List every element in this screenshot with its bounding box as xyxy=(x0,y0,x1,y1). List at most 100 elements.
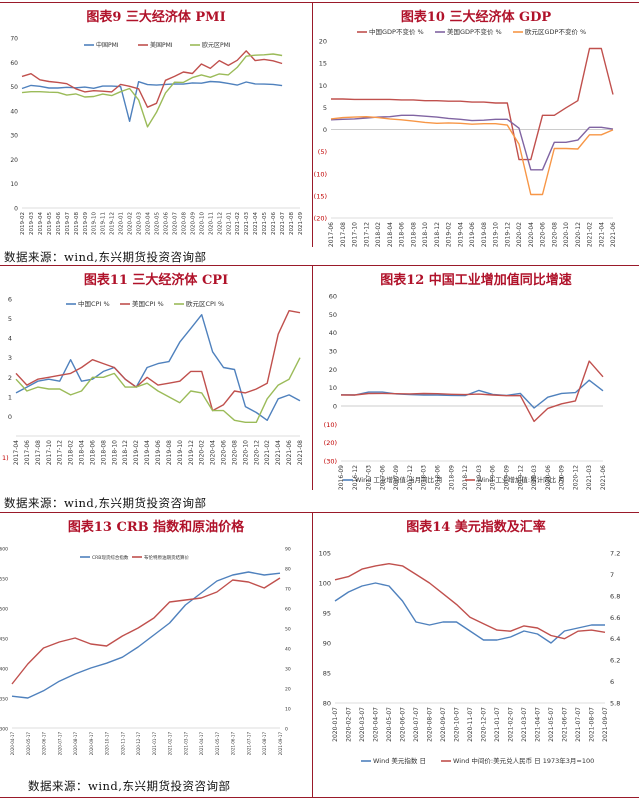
y2-tick-label: 6 xyxy=(610,678,614,686)
x-tick-label: 2020-11 xyxy=(208,212,214,235)
y-tick-label: 0 xyxy=(333,403,337,411)
y-tick-label: 10 xyxy=(319,82,327,90)
x-tick-label: 2020-12-07 xyxy=(481,707,488,742)
x-tick-label: 2021-02 xyxy=(264,440,271,465)
chart-panel-c10: 图表10 三大经济体 GDP 20 15 10 5 0 (5) (10) (15) (20) 20… xyxy=(313,3,639,248)
x-tick-label: 2018-04 xyxy=(387,222,394,247)
x-tick-label: 2021-03-17 xyxy=(183,732,188,756)
x-tick-label: 2021-02 xyxy=(235,212,241,235)
series-line xyxy=(11,571,281,699)
y2-tick-label: 30 xyxy=(285,667,291,673)
x-tick-label: 2020-01 xyxy=(119,212,125,235)
chart-title: 图表9 三大经济体 PMI xyxy=(86,10,226,25)
y-tick-label: 1 xyxy=(8,393,12,401)
y-tick-label: 300 xyxy=(0,727,8,733)
series-line xyxy=(15,357,301,424)
y-tick-label: 0 xyxy=(8,413,12,421)
x-tick-label: 2020-10 xyxy=(242,440,249,465)
legend-label: 美国CPI % xyxy=(132,299,164,308)
x-tick-label: 2021-07-17 xyxy=(246,732,251,756)
x-tick-label: 2021-06-17 xyxy=(231,732,236,756)
x-tick-label: 2021-08 xyxy=(289,212,295,235)
x-tick-label: 2019-12 xyxy=(517,465,524,490)
x-tick-label: 2020-08 xyxy=(181,212,187,235)
y-tick-label: 600 xyxy=(0,547,8,553)
x-tick-label: 2021-05-07 xyxy=(548,707,555,742)
x-tick-label: 2020-06-07 xyxy=(400,707,407,742)
x-tick-label: 2019-02 xyxy=(133,440,140,465)
series-line xyxy=(331,47,614,161)
x-tick-label: 2020-05-07 xyxy=(386,707,393,742)
y-tick-label: 2 xyxy=(8,374,12,382)
x-tick-label: 2017-03 xyxy=(366,465,373,490)
x-tick-label: 2020-04 xyxy=(210,440,217,465)
source-note-mid: 数据来源：wind,东兴期货投资咨询部 xyxy=(4,496,207,510)
x-tick-label: 2020-03 xyxy=(137,212,143,235)
chart-svg-c13: 300 350 400 450 500 550 600 0 10 20 30 40 50 60 70 80 90… xyxy=(0,547,291,756)
series-line xyxy=(334,563,606,640)
legend-label: 中国PMI xyxy=(96,41,119,49)
x-tick-label: 2019-11 xyxy=(101,212,107,235)
y-tick-label: (10) xyxy=(314,170,327,178)
series-line xyxy=(15,314,301,422)
x-tick-label: 2017-09 xyxy=(393,465,400,490)
x-tick-label: 2020-12 xyxy=(253,440,260,465)
legend-label: 美国GDP不变价 % xyxy=(447,27,502,36)
x-tick-label: 2017-08 xyxy=(35,440,42,465)
x-tick-label: 2021-04 xyxy=(275,440,282,465)
y-tick-label: 20 xyxy=(10,157,18,164)
x-tick-label: 2021-01-17 xyxy=(152,732,157,756)
y2-tick-label: 0 xyxy=(285,727,288,733)
x-tick-label: 2021-01 xyxy=(226,212,232,235)
x-tick-label: 2020-11-07 xyxy=(467,707,474,742)
x-tick-label: 2018-12 xyxy=(122,440,129,465)
x-tick-label: 2018-10 xyxy=(111,440,118,465)
x-tick-label: 2019-10 xyxy=(177,440,184,465)
y-tick-label: 50 xyxy=(329,311,337,319)
x-tick-label: 2020-02 xyxy=(199,440,206,465)
x-tick-label: 2020-10 xyxy=(563,222,570,247)
chart-title: 图表13 CRB 指数和原油价格 xyxy=(67,520,245,535)
x-tick-label: 2021-06 xyxy=(600,465,607,490)
y-tick-label: 10 xyxy=(10,181,18,188)
x-tick-label: 2019-09 xyxy=(83,212,89,235)
x-tick-label: 2019-12 xyxy=(504,222,511,247)
x-tick-label: 2020-10-17 xyxy=(105,732,110,756)
x-tick-label: 2017-08 xyxy=(340,222,347,247)
x-tick-label: 2020-09 xyxy=(559,465,566,490)
series-line xyxy=(21,80,283,123)
y-tick-label: 0 xyxy=(14,206,18,213)
x-tick-label: 2019-06 xyxy=(155,440,162,465)
x-tick-label: 2020-09 xyxy=(190,212,196,235)
y-tick-label: 4 xyxy=(8,335,12,343)
x-tick-label: 2017-10 xyxy=(46,440,53,465)
x-tick-label: 2021-04 xyxy=(598,222,605,247)
y-tick-label: 10 xyxy=(329,384,337,392)
x-tick-label: 2019-10 xyxy=(92,212,98,235)
y2-tick-label: 5.8 xyxy=(610,700,620,708)
y2-tick-label: 6.6 xyxy=(610,614,620,622)
y2-tick-label: 80 xyxy=(285,567,291,573)
x-tick-label: 2019-04 xyxy=(144,440,151,465)
divider-row2 xyxy=(0,512,639,513)
chart-svg-c12: 60 50 40 30 20 10 0 (10) (20) (30)2016-09 2016-12 2… xyxy=(324,293,607,491)
y-tick-label: 100 xyxy=(319,580,331,588)
x-tick-label: 2021-04-07 xyxy=(535,707,542,742)
chart-panel-c12: 图表12 中国工业增加值同比增速 60 50 40 30 20 10 0 (10) (20) (3… xyxy=(313,266,639,494)
x-tick-label: 2021-06 xyxy=(610,222,617,247)
chart-svg-c14: 80 85 90 95 100 105 5.8 6 6.2 6.4 6.6 6.8 7 7.2 2020-0… xyxy=(319,550,621,766)
x-tick-label: 2020-07-17 xyxy=(57,732,62,756)
legend-label: Wind 中间价:美元兑人民币 日 1973年3月=100 xyxy=(453,756,594,765)
y2-tick-label: 6.4 xyxy=(610,635,620,643)
x-tick-label: 2018-12 xyxy=(462,465,469,490)
legend-label: 欧元区CPI % xyxy=(186,299,224,308)
x-tick-label: 2018-08 xyxy=(100,440,107,465)
x-tick-label: 2018-06 xyxy=(399,222,406,247)
x-tick-label: 2020-09-17 xyxy=(89,732,94,756)
y-tick-label: 105 xyxy=(319,550,331,558)
y2-tick-label: 7 xyxy=(610,571,614,579)
x-tick-label: 2020-05 xyxy=(155,212,161,235)
x-tick-label: 2021-08-17 xyxy=(262,732,267,756)
source-note-top: 数据来源：wind,东兴期货投资咨询部 xyxy=(4,250,207,264)
x-tick-label: 2018-09 xyxy=(448,465,455,490)
